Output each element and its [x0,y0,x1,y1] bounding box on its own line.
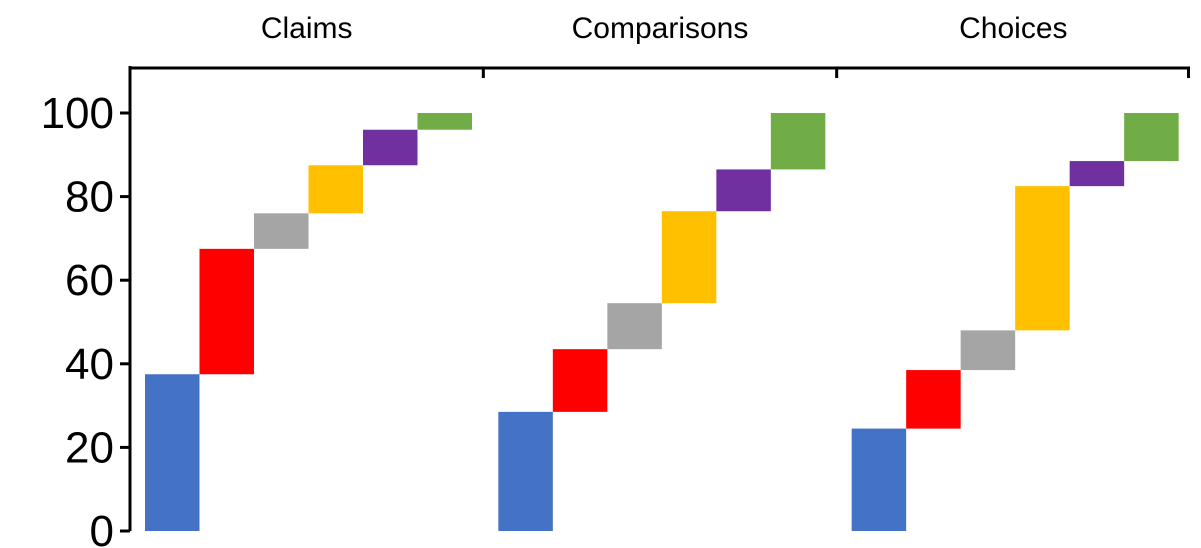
waterfall-bar [1069,161,1125,187]
group-label: Claims [261,12,353,45]
waterfall-bar [145,374,200,531]
group-label: Choices [959,12,1067,45]
waterfall-bar [498,411,553,531]
waterfall-bar [417,113,472,130]
y-tick-label: 40 [65,340,114,389]
waterfall-bar [1124,113,1179,162]
axes-layer [120,66,1190,533]
group-label: Comparisons [572,12,749,45]
waterfall-bar [851,428,907,531]
waterfall-bar [607,303,662,350]
waterfall-bar [199,248,254,375]
waterfall-bar [308,165,363,214]
waterfall-bar [716,169,771,212]
waterfall-bar [1015,186,1070,331]
labels-layer: 0 20 40 60 80 100 Claims Comparisons Choices [41,12,1068,548]
bars-layer [145,113,1179,531]
waterfall-bar [363,129,418,166]
waterfall-bar [661,211,717,304]
y-tick-label: 20 [65,423,114,472]
waterfall-bar [960,330,1016,371]
y-tick-label: 80 [65,173,114,222]
y-tick-label: 100 [41,89,114,138]
waterfall-bar [770,113,826,170]
waterfall-bar [552,349,608,412]
waterfall-bar [254,213,309,249]
y-tick-label: 0 [90,507,114,548]
waterfall-bar [906,370,961,429]
y-tick-label: 60 [65,256,114,305]
